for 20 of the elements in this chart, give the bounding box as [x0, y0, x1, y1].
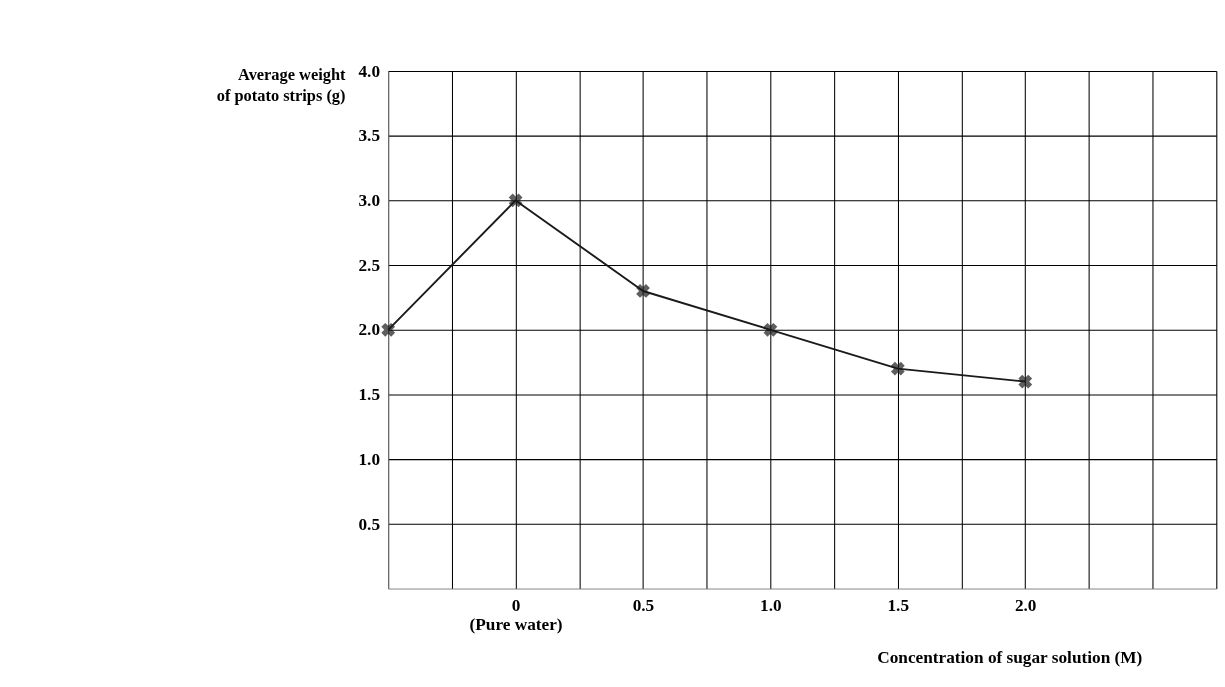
- point: [381, 322, 396, 337]
- y-tick-label: 2.5: [358, 255, 381, 275]
- point: [890, 361, 905, 376]
- x-tick-label: 1.0: [760, 596, 782, 616]
- y-tick-label: 3.5: [358, 126, 381, 146]
- y-tick-label: 0.5: [358, 514, 381, 534]
- y-tick-label: 4.0: [358, 61, 381, 81]
- x-tick-label: 2.0: [1014, 596, 1037, 616]
- point: [1018, 374, 1033, 389]
- x-tick-label: 0.5: [632, 596, 655, 616]
- y-tick-label: 1.0: [358, 449, 381, 469]
- x-tick-label: 0 (Pure water): [469, 596, 563, 635]
- y-tick-label: 2.0: [358, 320, 381, 340]
- x-tick-label: 1.5: [887, 596, 910, 616]
- x-axis-title: Concentration of sugar solution (M): [877, 648, 1143, 668]
- point: [508, 193, 523, 208]
- point: [763, 322, 778, 337]
- y-tick-label: 3.0: [358, 191, 381, 211]
- y-axis-title: Average weight of potato strips (g): [216, 65, 347, 105]
- y-tick-label: 1.5: [358, 385, 381, 405]
